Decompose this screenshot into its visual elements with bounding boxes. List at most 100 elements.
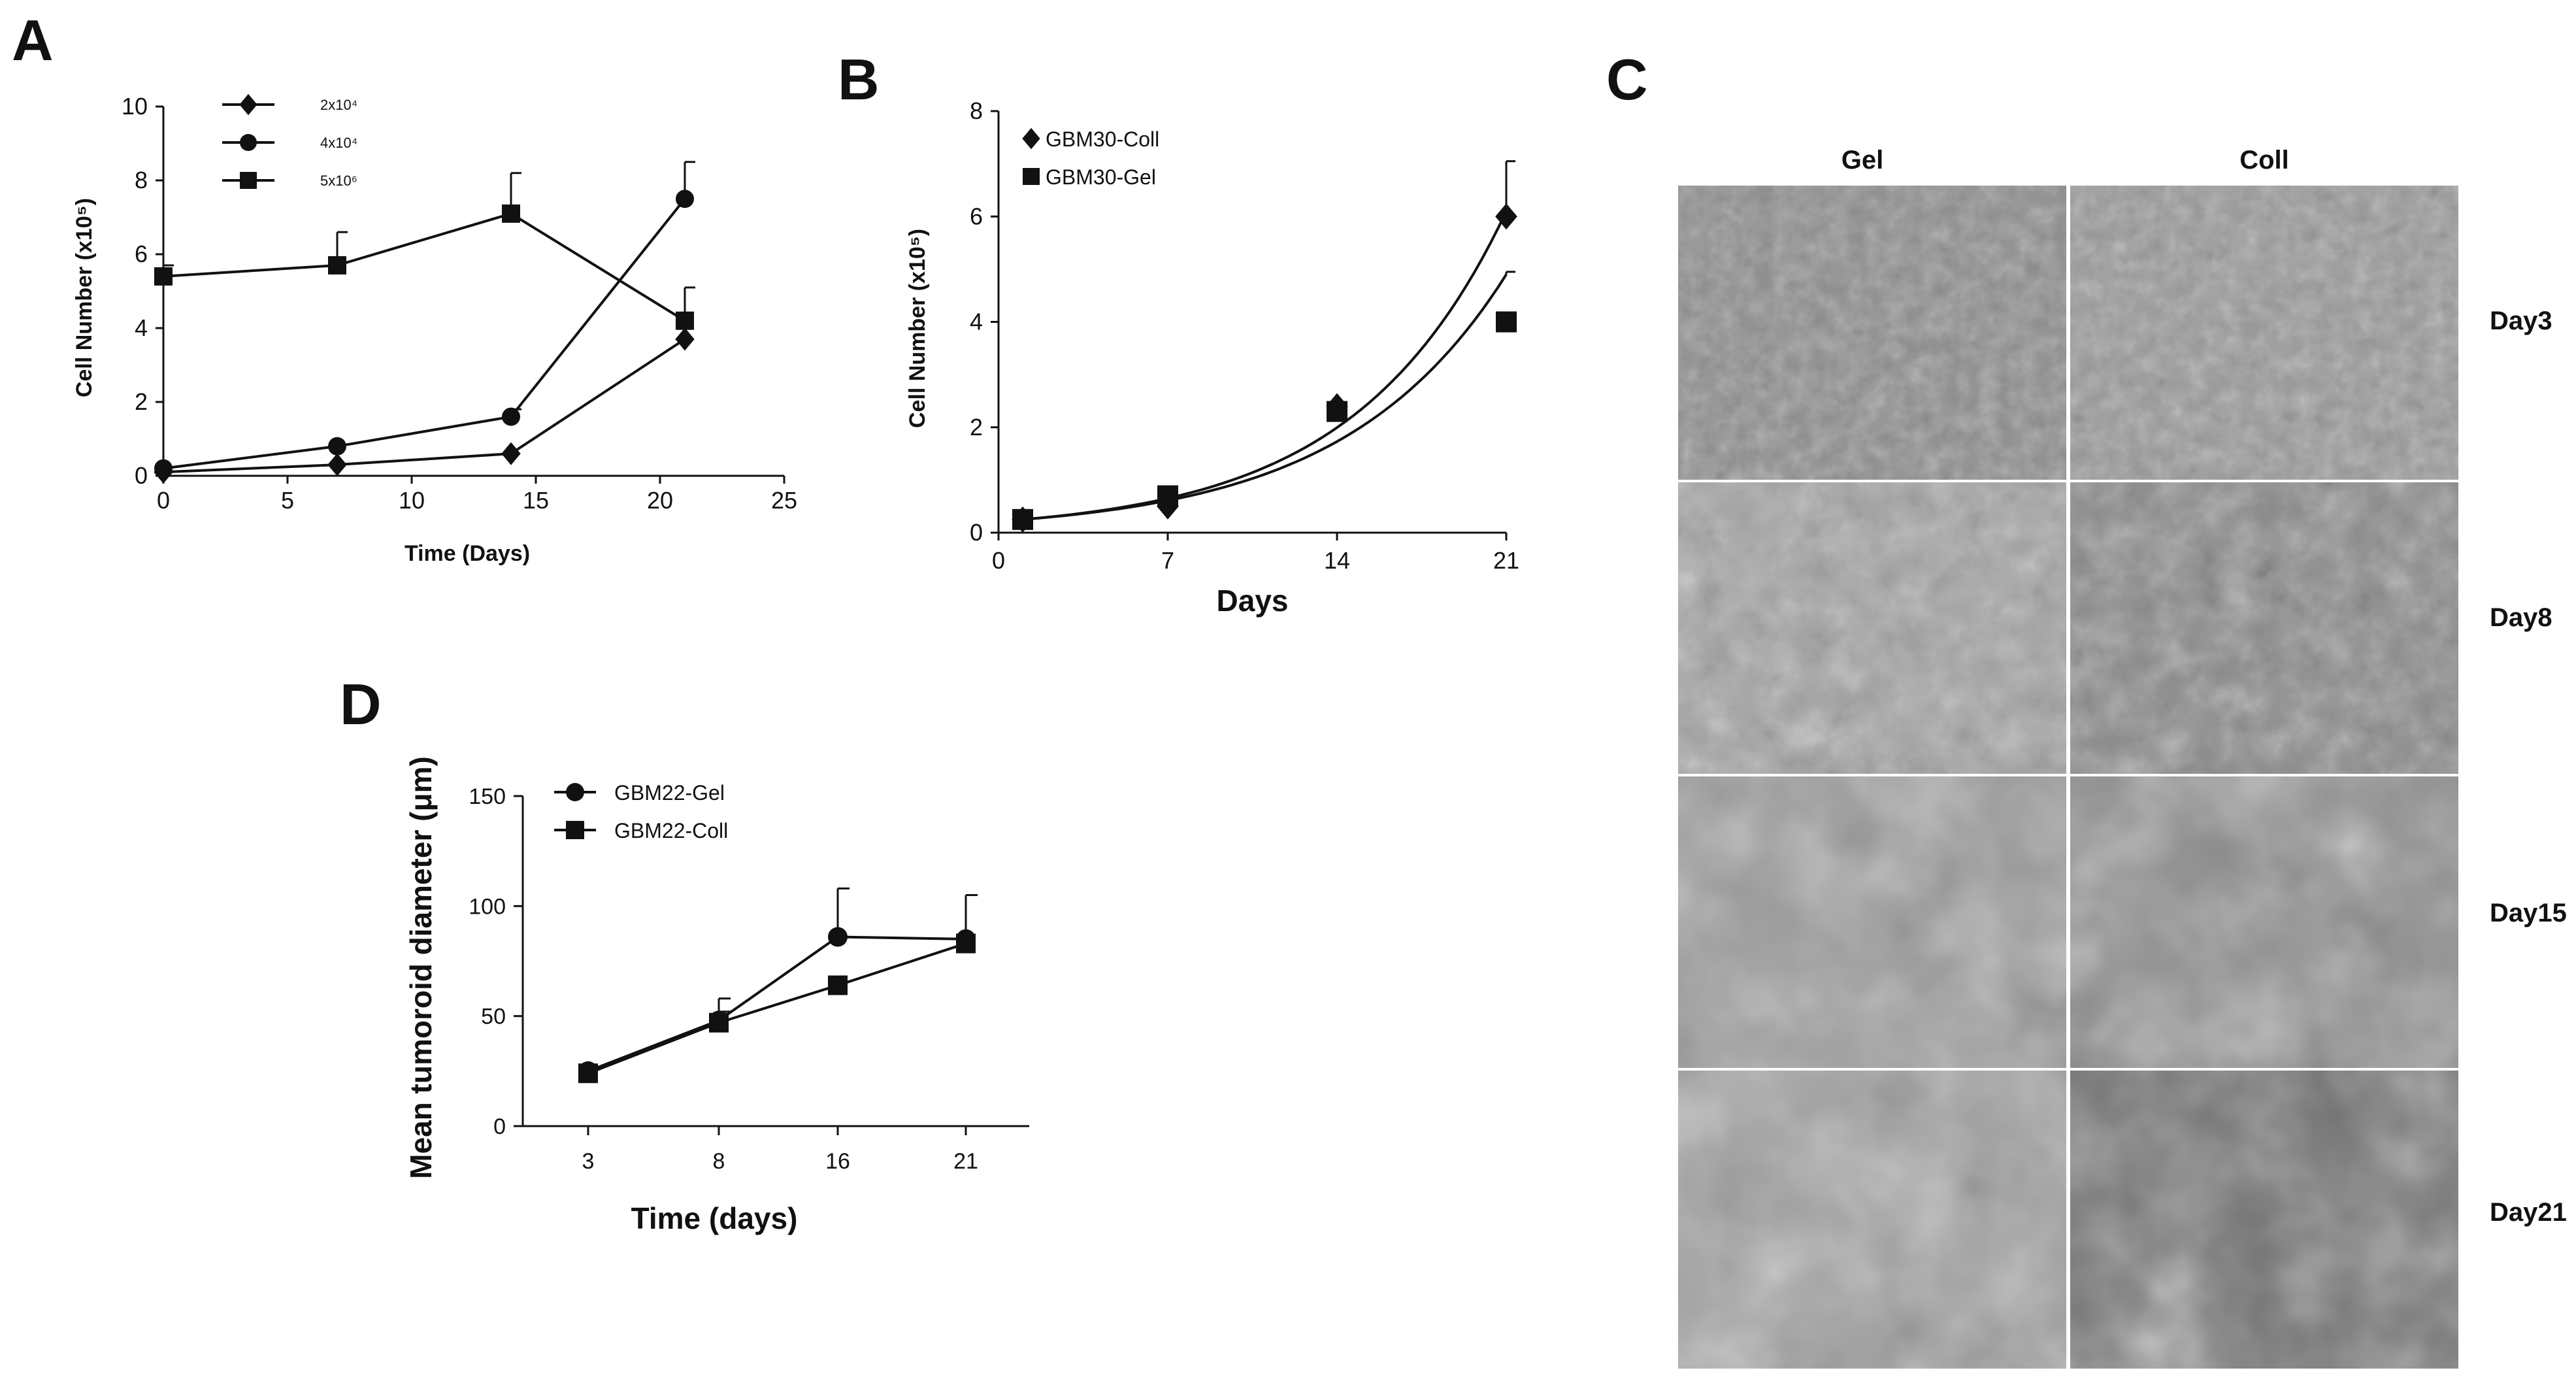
legend-label: GBM30-Coll [1046, 127, 1159, 151]
data-point-0 [675, 327, 695, 351]
y-axis-label: Cell Number (x10⁵) [72, 198, 97, 397]
micrograph-coll-day3 [2070, 186, 2458, 480]
data-point-0 [828, 927, 848, 947]
legend-marker [1023, 168, 1040, 185]
data-point-0 [501, 442, 521, 465]
micrograph-grid: Gel Coll [1678, 146, 2567, 1369]
x-tick-label: 0 [157, 487, 170, 514]
data-point-2 [154, 267, 173, 286]
y-tick-label: 8 [135, 167, 148, 193]
y-axis-label: Mean tumoroid diameter (μm) [404, 756, 438, 1179]
data-point-1 [578, 1063, 598, 1084]
row-label-day8: Day8 [2490, 603, 2552, 632]
y-tick-label: 2 [135, 388, 148, 415]
data-point-0 [1495, 203, 1517, 230]
column-label-coll: Coll [2239, 146, 2289, 175]
legend-marker [566, 783, 584, 801]
y-axis-label: Cell Number (x10⁵) [905, 229, 930, 428]
row-label-day21: Day21 [2490, 1198, 2567, 1227]
y-tick-label: 10 [122, 93, 148, 120]
column-label-gel: Gel [1841, 146, 1883, 175]
data-point-1 [828, 975, 848, 995]
data-point-1 [1496, 311, 1517, 333]
y-tick-label: 0 [493, 1114, 506, 1139]
x-tick-label: 3 [582, 1149, 595, 1174]
data-point-1 [956, 933, 976, 954]
panel-label-b: B [838, 47, 880, 112]
legend-label: GBM22-Coll [614, 819, 728, 842]
data-point-2 [676, 311, 694, 330]
error-bar [1505, 271, 1515, 275]
legend-marker [239, 93, 257, 116]
series-line-1 [587, 942, 966, 1075]
legend-label: 4x10⁴ [320, 135, 357, 151]
legend-label: 2x10⁴ [320, 97, 357, 113]
y-tick-label: 0 [970, 519, 983, 546]
data-point-1 [1157, 485, 1178, 507]
x-tick-label: 0 [992, 547, 1005, 574]
y-tick-label: 4 [135, 314, 148, 341]
x-tick-label: 14 [1324, 547, 1350, 574]
micrograph-coll-day8 [2070, 482, 2458, 774]
x-tick-label: 15 [523, 487, 549, 514]
panel-label-a: A [12, 8, 54, 73]
chart-a: 0 2 4 6 8 10 0 5 10 15 20 25 Time (Days) Cell Number … [72, 93, 797, 566]
y-tick-label: 6 [135, 241, 148, 267]
x-tick-label: 21 [1493, 547, 1519, 574]
data-point-1 [502, 407, 520, 426]
series-line-0 [163, 338, 686, 474]
data-point-1 [328, 437, 346, 456]
legend-label: GBM22-Gel [614, 781, 725, 805]
series-line-2 [163, 212, 686, 322]
series-line-0 [587, 935, 966, 1073]
y-tick-label: 2 [970, 414, 983, 441]
fit-curve-1 [1022, 273, 1508, 521]
micrograph-gel-day8 [1678, 482, 2066, 774]
data-point-1 [709, 1012, 729, 1033]
micrograph-gel-day3 [1678, 186, 2066, 480]
y-tick-label: 50 [481, 1005, 506, 1029]
micrograph-coll-day21 [2070, 1071, 2458, 1369]
x-axis-label: Days [1217, 584, 1289, 618]
legend-label: GBM30-Gel [1046, 165, 1156, 189]
micrograph-gel-day15 [1678, 776, 2066, 1068]
x-tick-label: 7 [1161, 547, 1174, 574]
legend-marker [240, 172, 257, 189]
x-tick-label: 16 [825, 1149, 850, 1174]
data-point-0 [327, 453, 347, 476]
panel-label-d: D [340, 672, 382, 737]
series-line-1 [163, 198, 686, 470]
x-axis-label: Time (Days) [405, 541, 530, 566]
data-point-1 [1012, 508, 1033, 530]
micrograph-coll-day15 [2070, 776, 2458, 1068]
data-point-2 [502, 204, 520, 223]
y-tick-label: 6 [970, 203, 983, 229]
x-axis-label: Time (days) [631, 1201, 798, 1235]
legend-label: 5x10⁶ [320, 173, 357, 189]
y-tick-label: 8 [970, 97, 983, 124]
y-tick-label: 150 [469, 784, 506, 809]
data-point-2 [328, 256, 346, 275]
x-tick-label: 8 [713, 1149, 725, 1174]
x-tick-label: 25 [771, 487, 797, 514]
error-bar [1505, 160, 1515, 212]
y-tick-label: 100 [469, 894, 506, 919]
y-tick-label: 4 [970, 308, 983, 335]
chart-d: 0 50 100 150 3 8 16 21 Time (days) Mean tumoroid … [404, 756, 1029, 1235]
row-label-day15: Day15 [2490, 899, 2567, 927]
legend-marker [1022, 127, 1040, 150]
x-tick-label: 20 [647, 487, 673, 514]
data-point-1 [1327, 401, 1347, 422]
x-tick-label: 21 [953, 1149, 978, 1174]
data-point-1 [154, 459, 173, 478]
legend-marker [566, 821, 584, 839]
micrograph-gel-day21 [1678, 1071, 2066, 1369]
panel-label-c: C [1606, 47, 1648, 112]
x-tick-label: 5 [281, 487, 294, 514]
data-point-1 [676, 190, 694, 208]
row-label-day3: Day3 [2490, 307, 2552, 335]
x-tick-label: 10 [399, 487, 425, 514]
legend-marker [240, 134, 257, 151]
chart-b: 0 2 4 6 8 0 7 14 21 Days Cell Number (x10⁵) GBM30-C… [905, 97, 1519, 618]
